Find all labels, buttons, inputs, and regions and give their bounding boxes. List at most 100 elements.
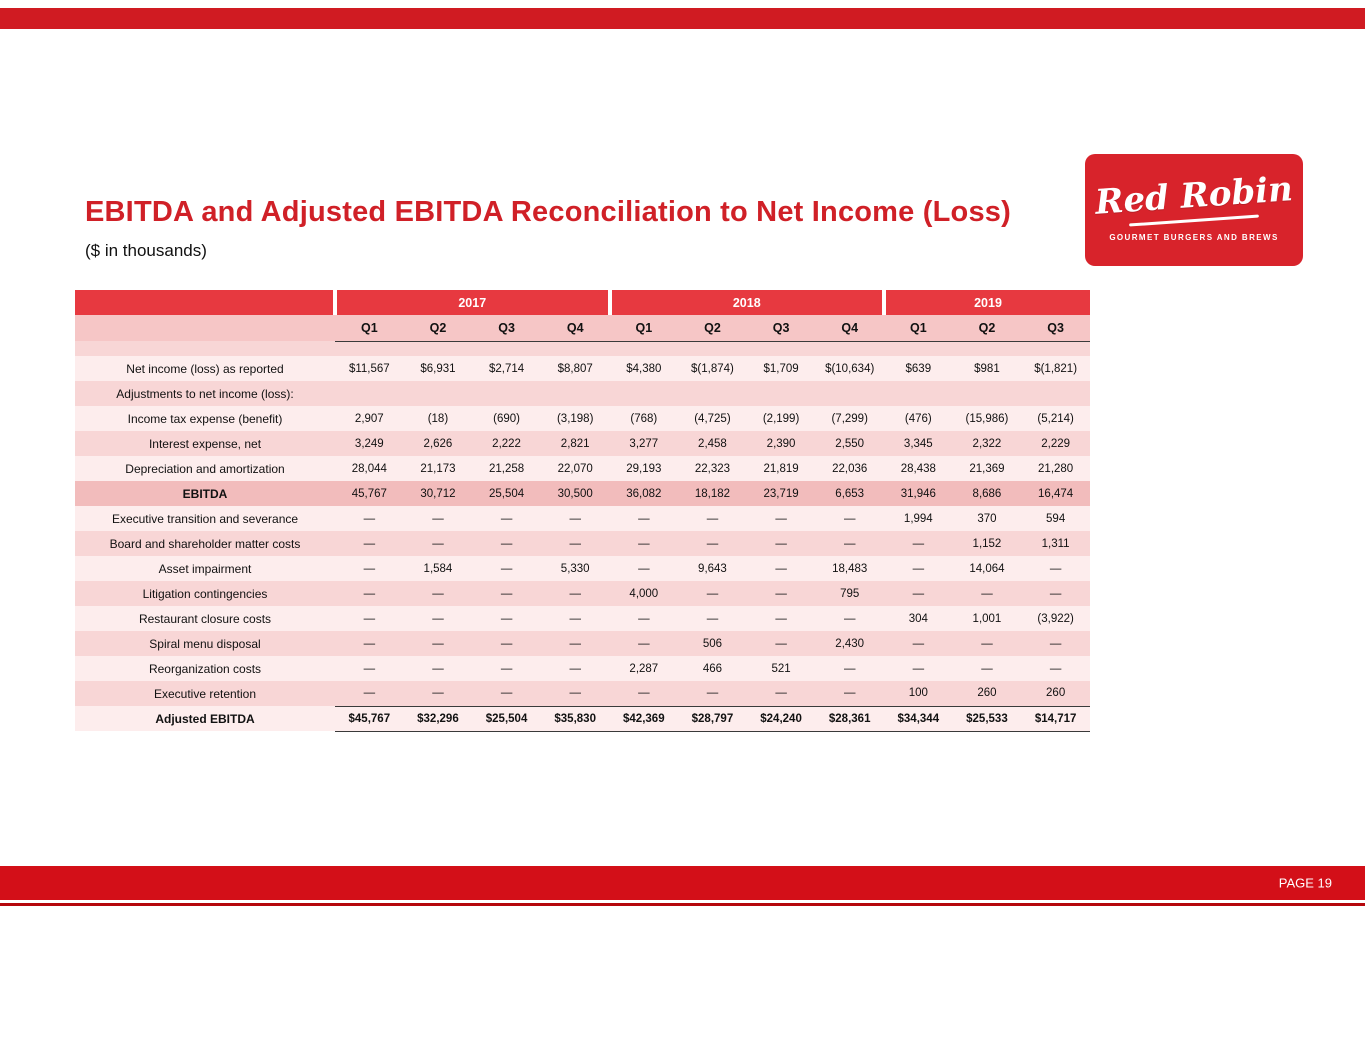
table-cell: — <box>335 606 404 631</box>
table-cell: 795 <box>815 581 884 606</box>
table-cell: 2,229 <box>1021 431 1090 456</box>
table-row: Net income (loss) as reported $11,567 $6,9… <box>75 356 1090 381</box>
table-corner <box>75 290 335 315</box>
table-cell: — <box>609 681 679 706</box>
table-cell: — <box>403 531 473 556</box>
table-cell: 22,070 <box>540 456 610 481</box>
table-cell: — <box>403 681 473 706</box>
table-cell: 23,719 <box>746 481 816 506</box>
table-cell: — <box>884 531 953 556</box>
table-cell: $(1,821) <box>1021 356 1090 381</box>
table-cell: (4,725) <box>678 406 747 431</box>
table-cell: — <box>815 506 884 531</box>
table-cell: 22,323 <box>678 456 747 481</box>
table-cell: 31,946 <box>884 481 953 506</box>
table-cell: $25,533 <box>952 705 1022 732</box>
table-cell: — <box>678 506 747 531</box>
table-cell: — <box>815 656 884 681</box>
table-cell: $45,767 <box>335 705 404 732</box>
table-cell: — <box>335 581 404 606</box>
page-number: PAGE 19 <box>1278 875 1332 891</box>
quarter-header: Q3 <box>472 315 541 342</box>
table-cell: — <box>335 631 404 656</box>
table-cell: $28,361 <box>815 705 884 732</box>
table-cell: — <box>952 581 1022 606</box>
table-cell: 8,686 <box>952 481 1022 506</box>
table-cell: 21,173 <box>403 456 473 481</box>
table-cell: — <box>335 656 404 681</box>
table-cell: 1,152 <box>952 531 1022 556</box>
table-cell: (690) <box>472 406 541 431</box>
quarter-header: Q1 <box>609 315 679 342</box>
table-cell: — <box>609 631 679 656</box>
table-cell: — <box>403 631 473 656</box>
table-cell <box>472 381 541 406</box>
table-cell: — <box>403 506 473 531</box>
table-cell: — <box>1021 631 1090 656</box>
table-cell: 100 <box>884 681 953 706</box>
table-cell: 22,036 <box>815 456 884 481</box>
table-cell: — <box>540 631 610 656</box>
table-cell: (15,986) <box>952 406 1022 431</box>
table-cell: 466 <box>678 656 747 681</box>
table-cell <box>815 381 884 406</box>
table-cell: 2,458 <box>678 431 747 456</box>
row-label: Interest expense, net <box>75 431 335 456</box>
table-cell: — <box>403 656 473 681</box>
table-cell: — <box>678 531 747 556</box>
table-cell: — <box>746 556 816 581</box>
table-cell: — <box>884 581 953 606</box>
table-cell: — <box>609 531 679 556</box>
table-cell: 1,311 <box>1021 531 1090 556</box>
table-cell: 2,390 <box>746 431 816 456</box>
table-cell <box>952 381 1022 406</box>
table-cell: 260 <box>1021 681 1090 706</box>
table-row: Reorganization costs — — — —2,287 466 521— — — — <box>75 656 1090 681</box>
table-cell: — <box>540 506 610 531</box>
table-cell: $8,807 <box>540 356 610 381</box>
table-cell: (5,214) <box>1021 406 1090 431</box>
table-cell: $(1,874) <box>678 356 747 381</box>
table-row: Income tax expense (benefit) 2,907 (18) (69… <box>75 406 1090 431</box>
table-cell: 2,322 <box>952 431 1022 456</box>
footer-bar: PAGE 19 <box>0 866 1365 900</box>
table-cell: $(10,634) <box>815 356 884 381</box>
table-cell <box>335 381 404 406</box>
quarter-header: Q1 <box>335 315 404 342</box>
table-cell: 21,258 <box>472 456 541 481</box>
table-cell: 594 <box>1021 506 1090 531</box>
table-row: Litigation contingencies — — — —4,000— —795— —… <box>75 581 1090 606</box>
table-cell: 5,330 <box>540 556 610 581</box>
table-cell: (7,299) <box>815 406 884 431</box>
table-cell: — <box>540 581 610 606</box>
table-cell: — <box>1021 656 1090 681</box>
table-cell <box>746 381 816 406</box>
table-cell: — <box>746 606 816 631</box>
table-cell: — <box>335 531 404 556</box>
table-row: Depreciation and amortization 28,044 21,17… <box>75 456 1090 481</box>
table-cell: $35,830 <box>540 705 610 732</box>
table-cell: — <box>746 631 816 656</box>
table-cell: 21,819 <box>746 456 816 481</box>
table-cell: $25,504 <box>472 705 541 732</box>
year-header: 2019 <box>882 290 1090 315</box>
row-label: Net income (loss) as reported <box>75 356 335 381</box>
table-row: Interest expense, net 3,249 2,626 2,222 2,82… <box>75 431 1090 456</box>
table-row: Executive retention — — — — — — — —100 260 260 <box>75 681 1090 706</box>
table-cell: (476) <box>884 406 953 431</box>
table-cell: — <box>884 656 953 681</box>
table-cell: $6,931 <box>403 356 473 381</box>
table-cell: 36,082 <box>609 481 679 506</box>
table-cell: 3,249 <box>335 431 404 456</box>
row-label: Restaurant closure costs <box>75 606 335 631</box>
row-label: Reorganization costs <box>75 656 335 681</box>
table-cell: 21,280 <box>1021 456 1090 481</box>
quarter-header: Q2 <box>952 315 1022 342</box>
table-cell: — <box>472 531 541 556</box>
quarter-header: Q3 <box>746 315 816 342</box>
table-cell: — <box>335 681 404 706</box>
table-cell: — <box>746 506 816 531</box>
table-cell: — <box>472 656 541 681</box>
reconciliation-table: 2017 2018 2019 Q1 Q2 Q3 Q4 Q1 Q2 Q3 Q4 Q1 Q2 Q3 Net in… <box>75 290 1090 732</box>
